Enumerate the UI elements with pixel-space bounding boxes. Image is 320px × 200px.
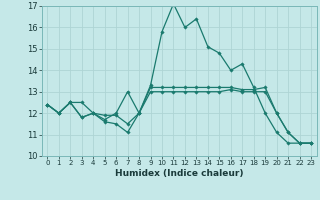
X-axis label: Humidex (Indice chaleur): Humidex (Indice chaleur) <box>115 169 244 178</box>
